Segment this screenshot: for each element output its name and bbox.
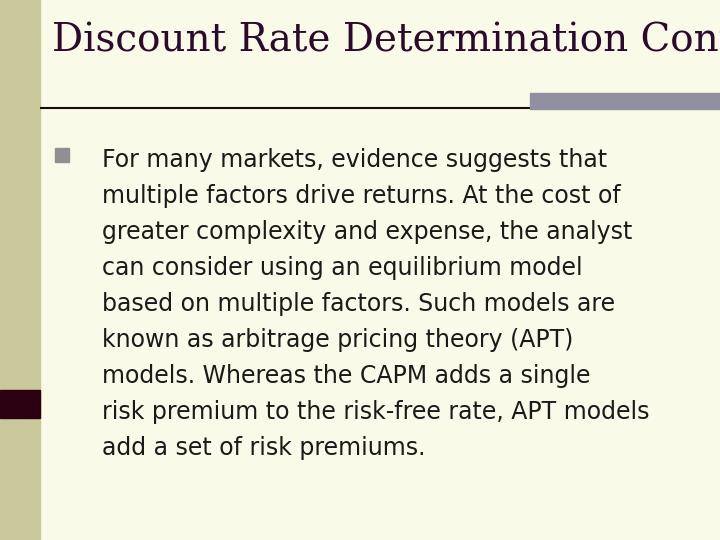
Text: Discount Rate Determination Cont.: Discount Rate Determination Cont.: [52, 22, 720, 59]
Bar: [0, 390, 40, 418]
Text: known as arbitrage pricing theory (APT): known as arbitrage pricing theory (APT): [102, 328, 573, 352]
Text: based on multiple factors. Such models are: based on multiple factors. Such models a…: [102, 292, 615, 316]
Text: models. Whereas the CAPM adds a single: models. Whereas the CAPM adds a single: [102, 364, 590, 388]
Bar: [55, 148, 69, 162]
Text: For many markets, evidence suggests that: For many markets, evidence suggests that: [102, 148, 607, 172]
Text: can consider using an equilibrium model: can consider using an equilibrium model: [102, 256, 582, 280]
Text: multiple factors drive returns. At the cost of: multiple factors drive returns. At the c…: [102, 184, 621, 208]
Bar: [530, 93, 720, 109]
Bar: [0, 0, 40, 540]
Text: add a set of risk premiums.: add a set of risk premiums.: [102, 436, 426, 460]
Text: risk premium to the risk-free rate, APT models: risk premium to the risk-free rate, APT …: [102, 400, 649, 424]
Text: greater complexity and expense, the analyst: greater complexity and expense, the anal…: [102, 220, 632, 244]
